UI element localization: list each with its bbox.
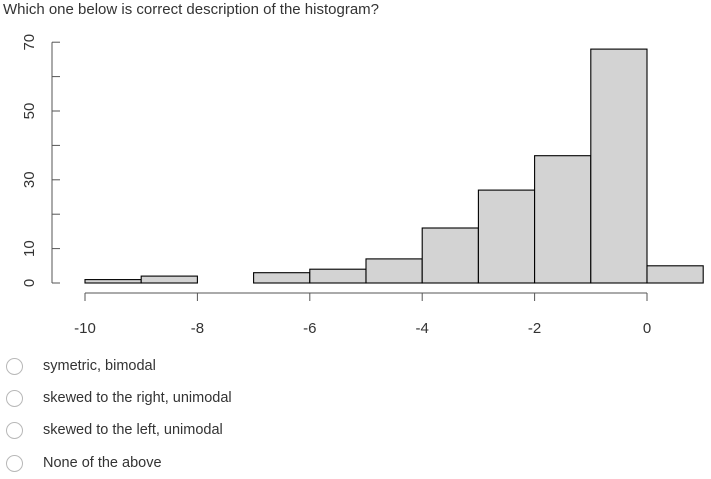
- histogram-bar: [84, 279, 142, 284]
- radio-button[interactable]: [6, 454, 23, 472]
- radio-button[interactable]: [6, 357, 23, 375]
- x-tick-label: 0: [643, 320, 651, 337]
- x-axis: -10 -8 -6 -4 -2 0: [74, 292, 651, 337]
- question-text: Which one below is correct description o…: [3, 1, 380, 18]
- x-tick-label: -2: [528, 320, 541, 337]
- option-symmetric-bimodal[interactable]: symetric, bimodal: [0, 352, 330, 380]
- option-label: skewed to the right, unimodal: [43, 390, 232, 406]
- x-tick-label: -6: [303, 320, 316, 337]
- y-tick-label: 50: [21, 103, 38, 120]
- histogram-bar: [534, 155, 592, 284]
- option-label: None of the above: [43, 455, 162, 471]
- histogram-bar: [309, 268, 367, 284]
- radio-button[interactable]: [6, 421, 23, 439]
- histogram-bar: [646, 265, 704, 284]
- option-skewed-left-unimodal[interactable]: skewed to the left, unimodal: [0, 416, 330, 444]
- x-tick-label: -10: [74, 320, 96, 337]
- option-none-of-the-above[interactable]: None of the above: [0, 449, 330, 477]
- y-tick-label: 10: [21, 240, 38, 257]
- histogram-bar: [421, 227, 479, 284]
- option-skewed-right-unimodal[interactable]: skewed to the right, unimodal: [0, 384, 330, 412]
- x-tick-label: -8: [191, 320, 204, 337]
- y-axis: 0 10 30 50 70: [21, 34, 60, 287]
- histogram-bars: [84, 48, 704, 284]
- histogram-bar: [590, 48, 648, 284]
- histogram-bar: [477, 189, 536, 284]
- histogram-chart: -10 -8 -6 -4 -2 0 0 10 30 50 70: [21, 34, 704, 337]
- radio-button[interactable]: [6, 389, 23, 407]
- histogram-bar: [253, 272, 311, 284]
- histogram-bar: [365, 258, 423, 284]
- y-tick-label: 0: [21, 279, 38, 287]
- y-tick-label: 30: [21, 171, 38, 188]
- option-label: skewed to the left, unimodal: [43, 422, 223, 438]
- y-tick-label: 70: [21, 34, 38, 51]
- x-tick-label: -4: [416, 320, 429, 337]
- histogram-bar: [140, 275, 198, 284]
- option-label: symetric, bimodal: [43, 358, 156, 374]
